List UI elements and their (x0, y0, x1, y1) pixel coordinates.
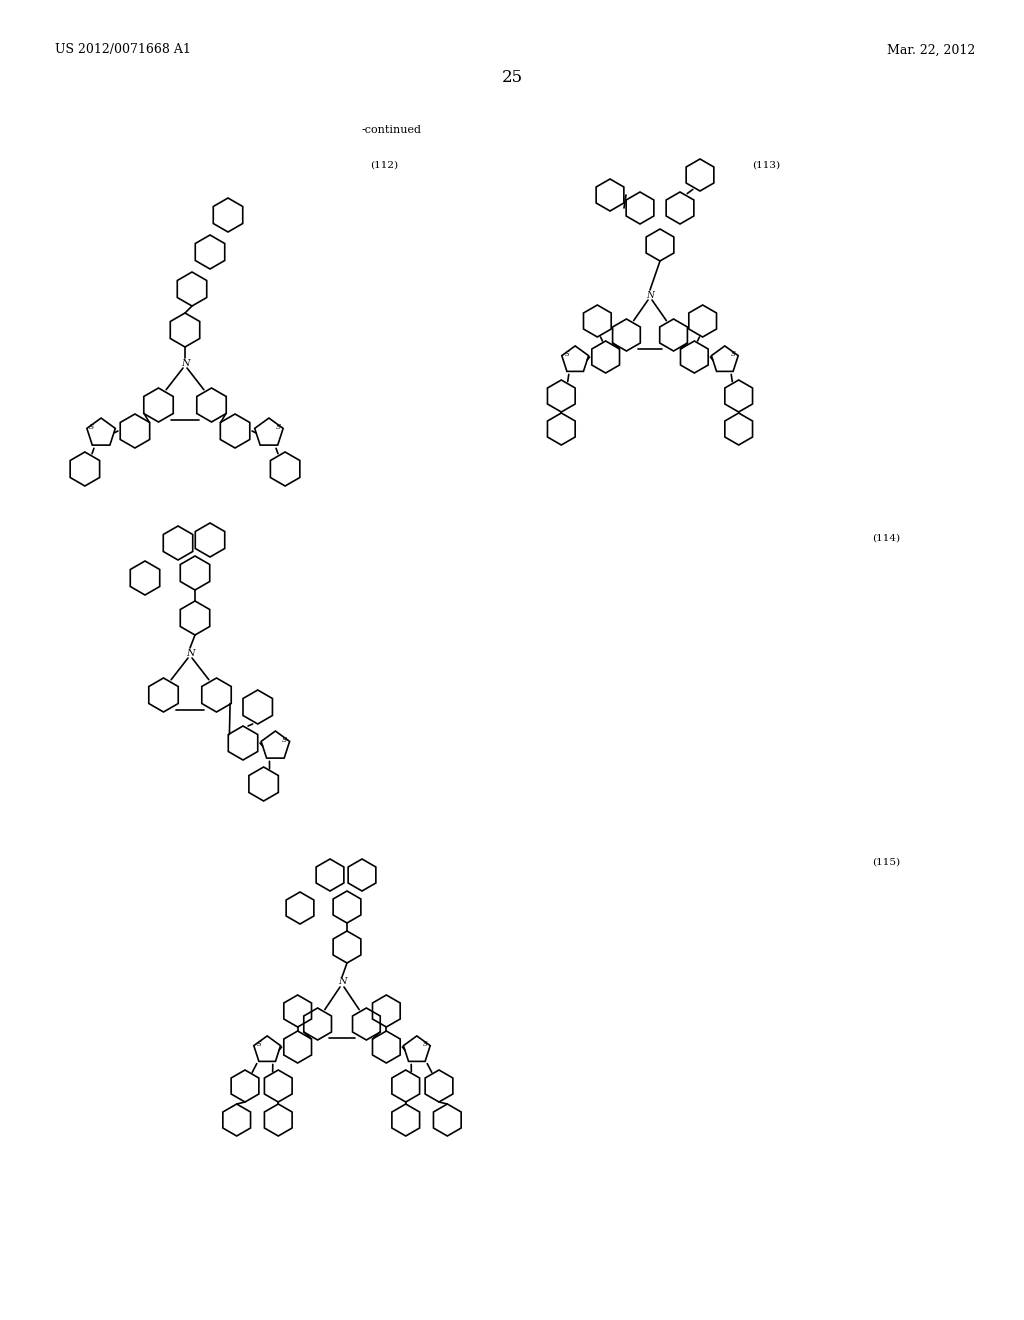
Text: S: S (275, 422, 281, 432)
Text: S: S (89, 422, 94, 432)
Text: (112): (112) (370, 161, 398, 169)
Text: -continued: -continued (362, 125, 422, 135)
Text: S: S (564, 350, 569, 359)
Text: (113): (113) (752, 161, 780, 169)
Text: S: S (283, 737, 288, 744)
Text: US 2012/0071668 A1: US 2012/0071668 A1 (55, 44, 190, 57)
Text: S: S (423, 1040, 427, 1048)
Text: S: S (256, 1040, 261, 1048)
Text: (114): (114) (872, 533, 900, 543)
Text: N: N (181, 359, 189, 367)
Text: N: N (338, 978, 346, 986)
Text: Mar. 22, 2012: Mar. 22, 2012 (887, 44, 975, 57)
Text: S: S (731, 350, 735, 359)
Text: N: N (185, 648, 195, 657)
Text: N: N (646, 290, 654, 300)
Text: 25: 25 (502, 69, 522, 86)
Text: (115): (115) (872, 858, 900, 866)
